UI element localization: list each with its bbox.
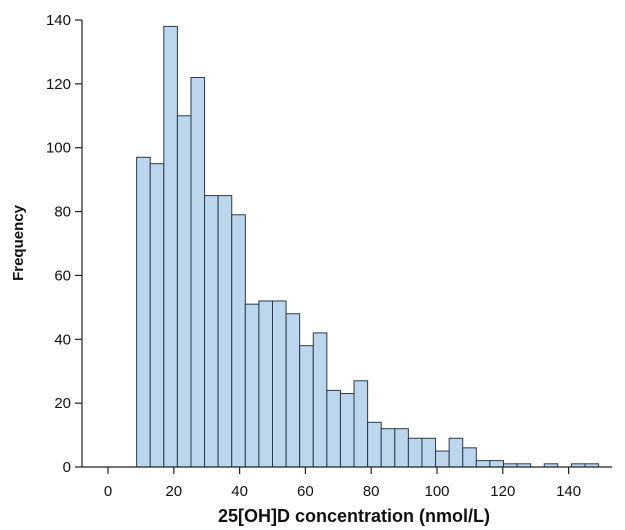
histogram-bar: [407, 437, 423, 468]
histogram-bar: [312, 332, 328, 468]
y-tick-label: 100: [46, 140, 71, 157]
y-axis-title: Frequency: [10, 204, 27, 281]
y-tick-label: 60: [54, 267, 71, 284]
y-tick-label: 40: [54, 331, 71, 348]
histogram-bar: [367, 421, 382, 468]
histogram-bar: [149, 163, 165, 468]
histogram-bar: [272, 300, 287, 468]
histogram-bar: [163, 25, 178, 468]
histogram-bar: [380, 428, 396, 468]
x-tick-label: 20: [165, 483, 182, 500]
histogram-bar: [190, 76, 206, 468]
y-tick-label: 120: [46, 76, 71, 93]
x-tick-label: 0: [104, 483, 112, 500]
histogram-bar: [462, 447, 477, 468]
histogram-bar: [217, 195, 233, 468]
histogram-bar: [394, 428, 409, 468]
x-tick-label: 120: [490, 483, 515, 500]
histogram-bar: [204, 195, 219, 468]
histogram-bar: [489, 460, 504, 468]
histogram-bar: [176, 115, 192, 468]
histogram-bar: [435, 450, 450, 468]
y-tick-label: 80: [54, 204, 71, 221]
x-axis-title: 25[OH]D concentration (nmol/L): [218, 506, 490, 526]
histogram-bar: [285, 313, 301, 468]
histogram-bar: [136, 156, 151, 468]
y-tick-label: 140: [46, 12, 71, 29]
histogram-bar: [421, 437, 437, 468]
histogram-bar: [475, 460, 491, 468]
x-axis: 0 20 40 60 80 100 120 140: [82, 466, 612, 500]
histogram-bar: [258, 300, 274, 468]
histogram-bar: [326, 389, 341, 468]
x-tick-label: 100: [424, 483, 449, 500]
y-tick-label: 0: [63, 459, 71, 476]
histogram-bar: [448, 437, 464, 468]
x-tick-label: 60: [297, 483, 314, 500]
y-tick-label: 20: [54, 395, 71, 412]
y-axis: 0 20 40 60 80 100 120 140: [46, 12, 83, 476]
x-tick-label: 40: [231, 483, 248, 500]
x-tick-label: 80: [363, 483, 380, 500]
histogram-bar: [339, 393, 355, 468]
histogram-bar: [299, 345, 314, 468]
histogram-bar: [244, 303, 260, 468]
bars-group: [136, 25, 600, 468]
x-tick-label: 140: [556, 483, 581, 500]
histogram-bar: [231, 214, 246, 468]
histogram-bar: [353, 380, 369, 468]
